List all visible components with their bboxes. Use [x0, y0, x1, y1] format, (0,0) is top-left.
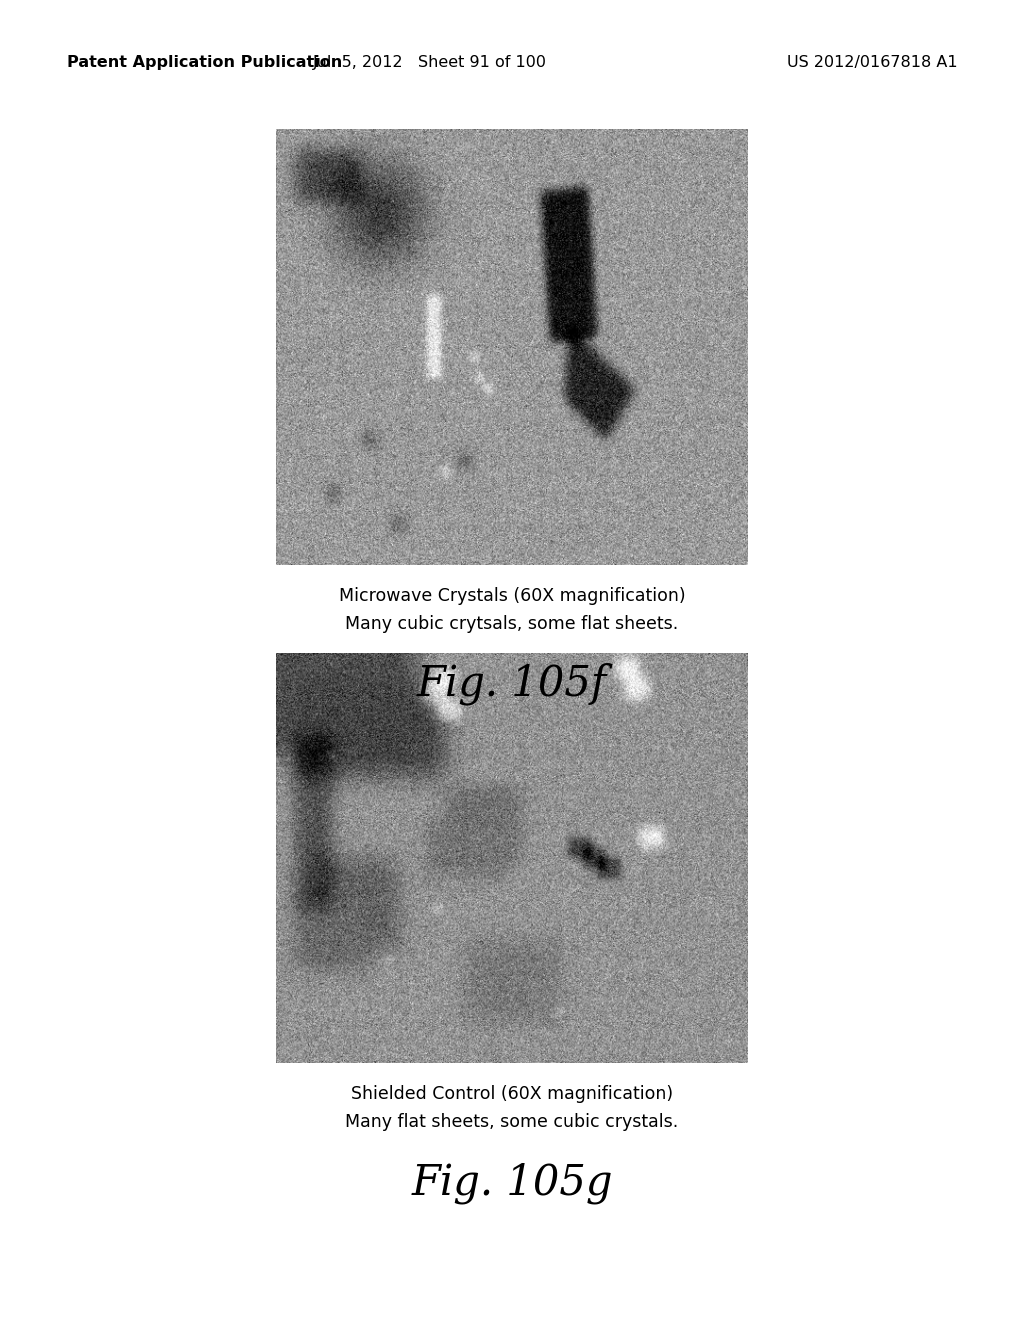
Text: US 2012/0167818 A1: US 2012/0167818 A1 [786, 55, 957, 70]
Text: Patent Application Publication: Patent Application Publication [67, 55, 342, 70]
Text: Many cubic crytsals, some flat sheets.: Many cubic crytsals, some flat sheets. [345, 615, 679, 634]
Text: Many flat sheets, some cubic crystals.: Many flat sheets, some cubic crystals. [345, 1113, 679, 1131]
Text: Shielded Control (60X magnification): Shielded Control (60X magnification) [351, 1085, 673, 1104]
Text: Jul. 5, 2012   Sheet 91 of 100: Jul. 5, 2012 Sheet 91 of 100 [313, 55, 547, 70]
Text: Microwave Crystals (60X magnification): Microwave Crystals (60X magnification) [339, 587, 685, 606]
Text: Fig. 105g: Fig. 105g [412, 1162, 612, 1204]
Text: Fig. 105f: Fig. 105f [417, 663, 607, 705]
